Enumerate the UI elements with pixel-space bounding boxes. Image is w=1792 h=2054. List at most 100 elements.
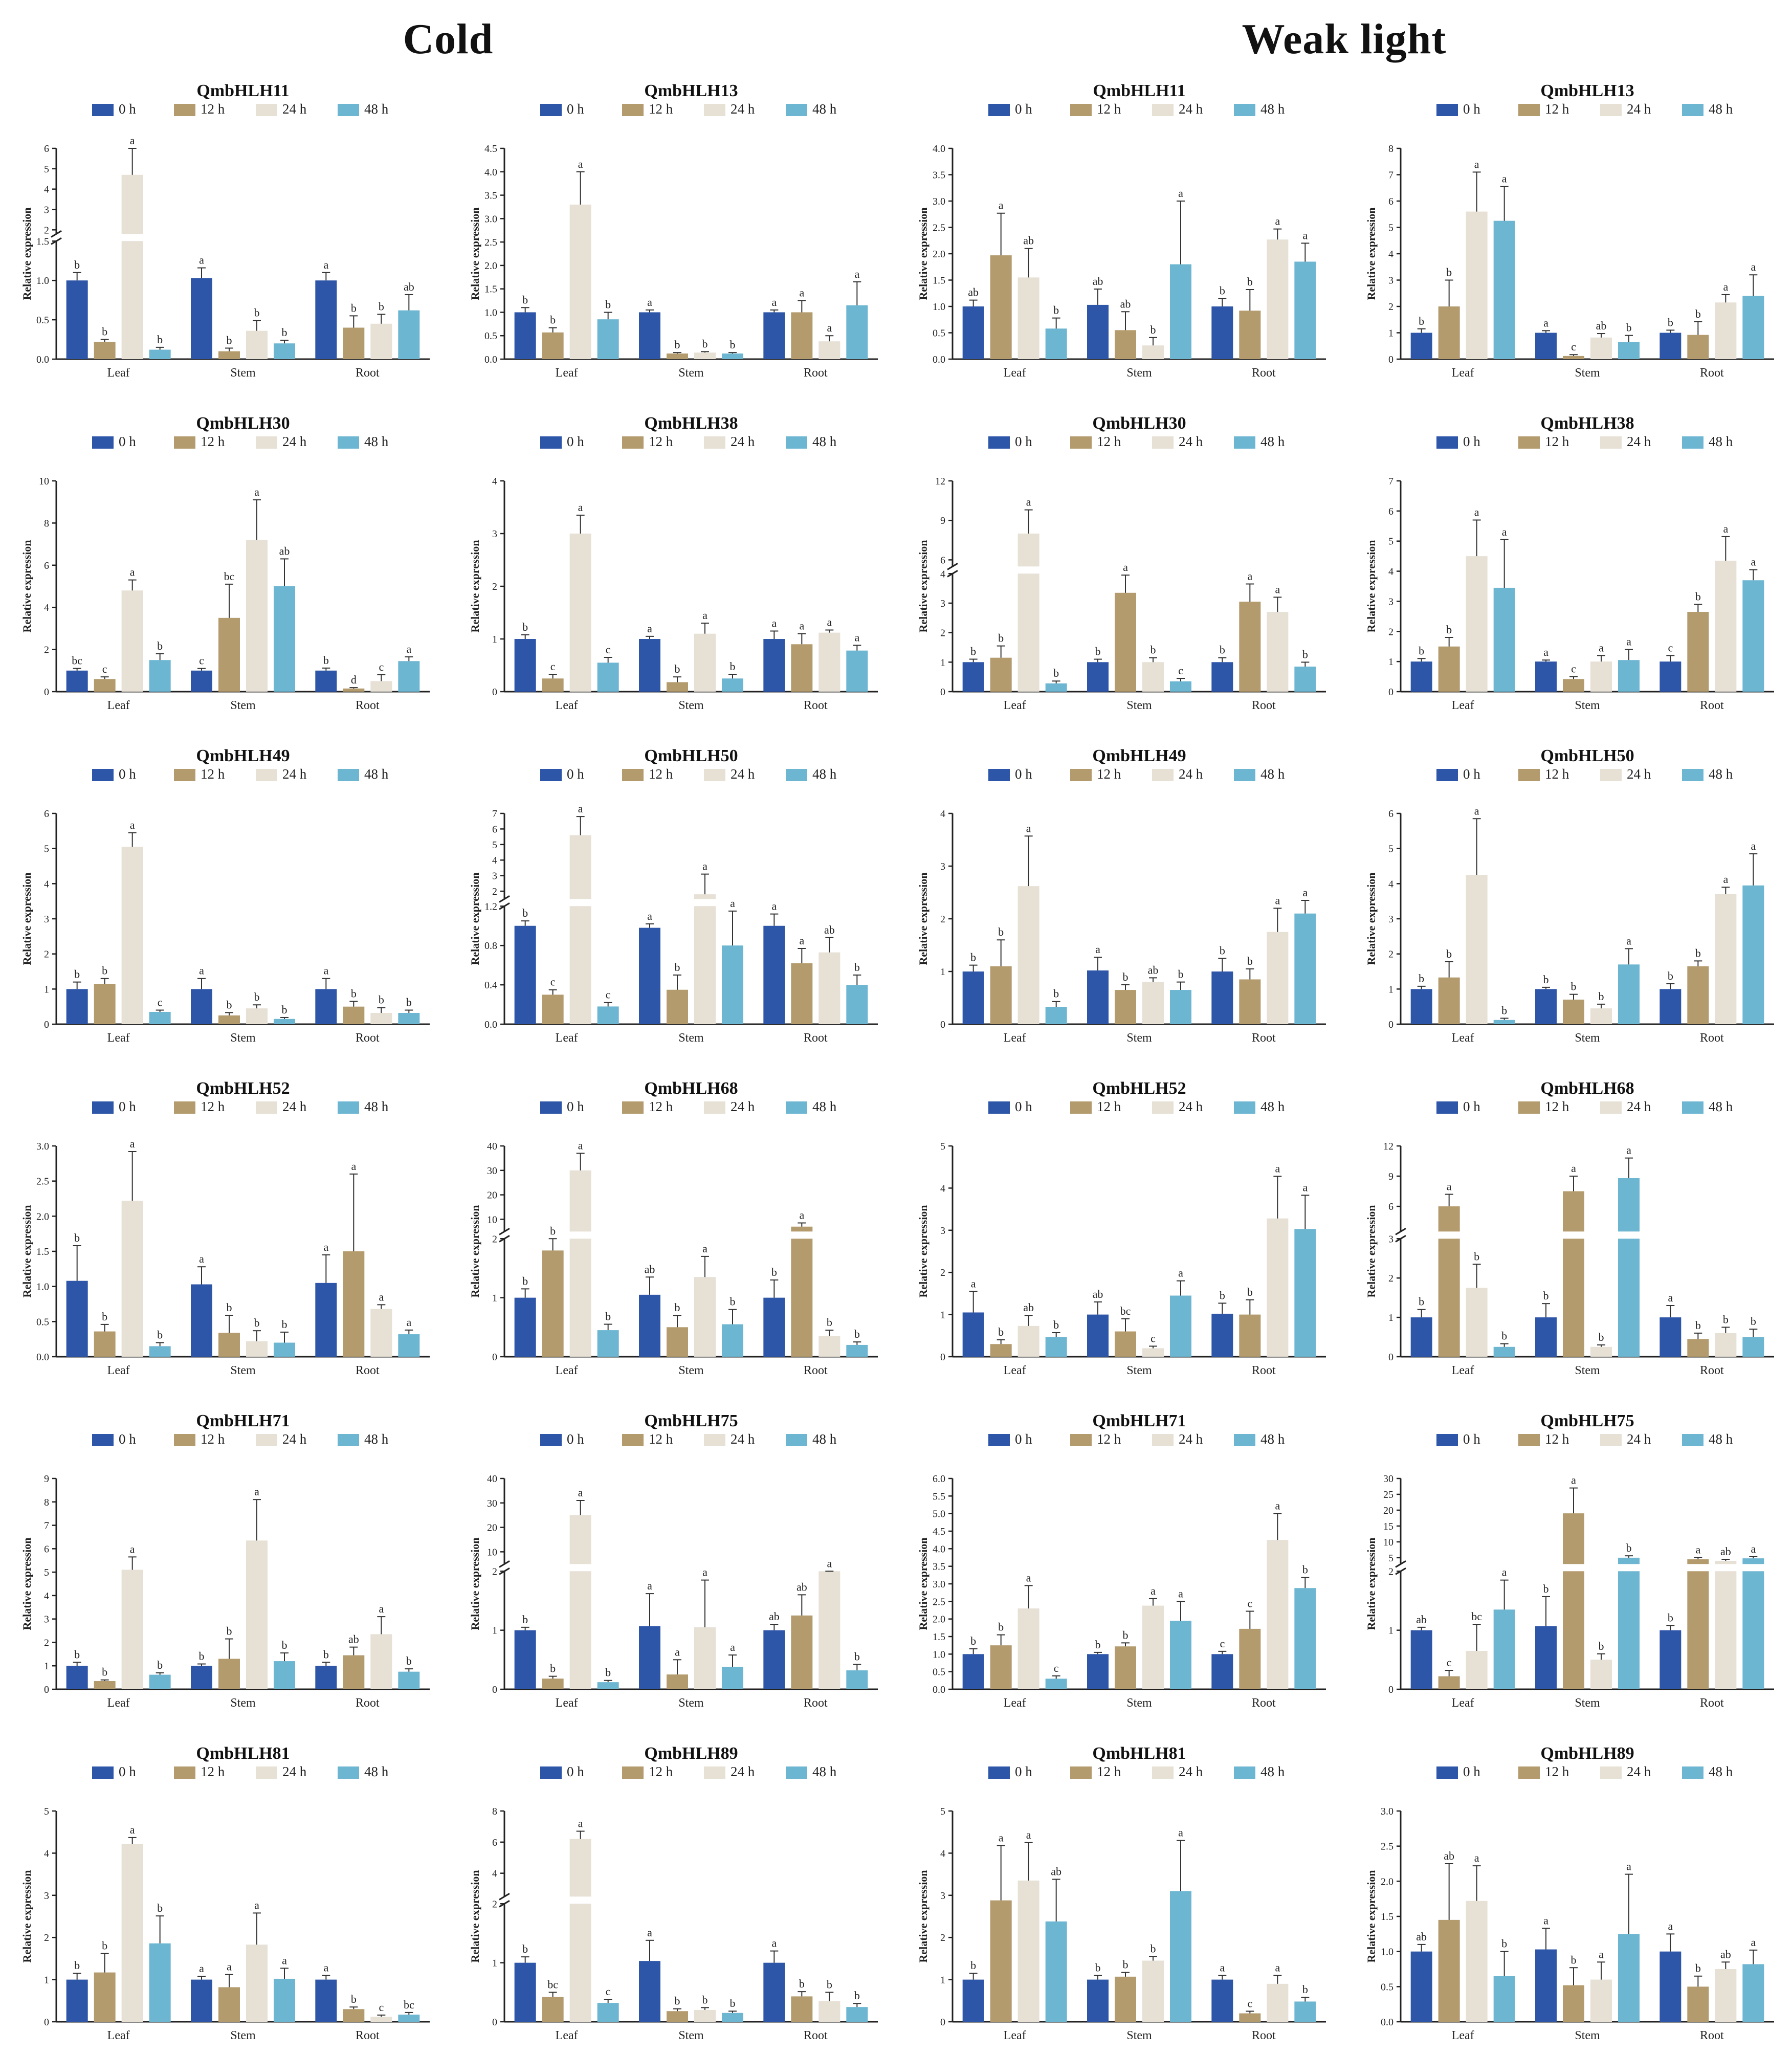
bar-stem-48h bbox=[722, 678, 743, 692]
legend-swatch-0 bbox=[540, 1766, 562, 1779]
bar-leaf-12h bbox=[1438, 1919, 1460, 2022]
y-axis-label: Relative expression bbox=[20, 1537, 33, 1630]
bar-stem-48h bbox=[1618, 964, 1640, 1024]
bar-root-0h bbox=[763, 925, 785, 1024]
y-tick-label: 0 bbox=[44, 1684, 49, 1695]
y-tick-label: 4.0 bbox=[933, 143, 945, 154]
significance-letter: b bbox=[1668, 969, 1673, 982]
bar-root-48h bbox=[1742, 1337, 1764, 1357]
chart-cold-qmbhlh52: QmbHLH52 0 h 12 h 24 h 48 h Relative expressi… bbox=[20, 1079, 430, 1377]
bar-root-48h bbox=[1294, 1588, 1316, 1689]
y-tick-label: 4 bbox=[940, 1183, 945, 1194]
significance-letter: ab bbox=[797, 1580, 807, 1593]
bar-stem-24h bbox=[694, 352, 716, 359]
x-tick-label-root: Root bbox=[804, 699, 828, 712]
x-tick-label-root: Root bbox=[356, 1364, 380, 1377]
significance-letter: a bbox=[999, 1831, 1004, 1844]
x-tick-label-leaf: Leaf bbox=[1004, 2029, 1026, 2042]
y-tick-label: 2 bbox=[940, 1267, 945, 1278]
significance-letter: a bbox=[1571, 1474, 1576, 1487]
bar-leaf-48h bbox=[149, 349, 171, 359]
y-tick-label: 1.0 bbox=[933, 301, 945, 313]
significance-letter: b bbox=[157, 639, 163, 652]
legend-swatch-2 bbox=[256, 1766, 277, 1779]
significance-letter: b bbox=[1695, 1319, 1701, 1332]
y-tick-label: 3 bbox=[44, 204, 49, 215]
bar-stem-48h bbox=[274, 1978, 295, 2022]
legend-swatch-2 bbox=[256, 436, 277, 449]
bar-leaf-24h bbox=[1017, 1880, 1039, 2022]
significance-letter: b bbox=[771, 1266, 777, 1278]
significance-letter: b bbox=[730, 338, 736, 351]
legend-swatch-2 bbox=[256, 104, 277, 116]
legend-label-2: 24 h bbox=[282, 434, 307, 449]
x-tick-label-leaf: Leaf bbox=[556, 1031, 578, 1045]
legend-swatch-0 bbox=[1436, 1434, 1458, 1446]
bar-stem-0h bbox=[1087, 970, 1109, 1024]
bar-stem-48h bbox=[1170, 1621, 1191, 1689]
legend-label-1: 12 h bbox=[649, 434, 673, 449]
y-tick-label: 0.5 bbox=[484, 330, 497, 342]
y-tick-label: 0.5 bbox=[1381, 1981, 1393, 1993]
chart-cold-qmbhlh11: QmbHLH11 0 h 12 h 24 h 48 h Relative expressi… bbox=[20, 81, 430, 380]
legend-swatch-0 bbox=[1436, 769, 1458, 781]
bar-leaf-0h bbox=[514, 1630, 536, 1689]
bar-stem-12h bbox=[1563, 1513, 1584, 1689]
y-tick-label: 0 bbox=[940, 687, 945, 698]
y-axis-label: Relative expression bbox=[20, 540, 33, 632]
bar-root-12h bbox=[1239, 311, 1261, 359]
y-tick-label: 1 bbox=[1388, 656, 1393, 668]
legend-label-2: 24 h bbox=[282, 1431, 307, 1447]
bar-stem-24h bbox=[694, 2009, 716, 2022]
chart-weak-light-qmbhlh75: QmbHLH75 0 h 12 h 24 h 48 h Relative expressi… bbox=[1365, 1411, 1774, 1710]
y-tick-label: 2.5 bbox=[484, 237, 497, 248]
legend-swatch-3 bbox=[1234, 769, 1255, 781]
bar-root-0h bbox=[1660, 1630, 1682, 1689]
y-tick-label: 0 bbox=[492, 687, 497, 698]
legend-label-2: 24 h bbox=[731, 434, 755, 449]
significance-letter: b bbox=[998, 925, 1004, 938]
bar-stem-24h bbox=[1142, 345, 1164, 359]
significance-letter: b bbox=[1571, 1953, 1577, 1966]
y-axis-label: Relative expression bbox=[917, 1870, 930, 1962]
bar-leaf-48h bbox=[1493, 1346, 1515, 1357]
bar-stem-12h bbox=[1115, 1331, 1136, 1357]
legend-label-1: 12 h bbox=[1545, 766, 1569, 782]
bar-root-0h bbox=[1660, 1951, 1682, 2022]
y-tick-label: 2 bbox=[44, 1637, 49, 1648]
significance-letter: a bbox=[1178, 1587, 1183, 1600]
bar-leaf-12h bbox=[94, 1681, 116, 1689]
bar-root-12h bbox=[1687, 1339, 1709, 1357]
significance-letter: b bbox=[1695, 1962, 1701, 1975]
bar-root-0h bbox=[1211, 1654, 1233, 1689]
y-tick-label: 7 bbox=[1388, 170, 1393, 181]
legend-label-1: 12 h bbox=[1097, 1764, 1121, 1779]
x-tick-label-root: Root bbox=[1252, 699, 1276, 712]
bar-stem-48h bbox=[274, 1661, 295, 1689]
bar-root-24h bbox=[818, 632, 840, 692]
significance-letter: a bbox=[130, 566, 135, 579]
legend-swatch-3 bbox=[1234, 436, 1255, 449]
x-tick-label-root: Root bbox=[1252, 1696, 1276, 1710]
y-tick-label: 15 bbox=[1383, 1521, 1393, 1532]
y-axis-label: Relative expression bbox=[1365, 1870, 1378, 1962]
significance-letter: a bbox=[702, 609, 707, 622]
significance-letter: c bbox=[606, 988, 611, 1001]
significance-letter: a bbox=[578, 501, 583, 514]
legend-label-0: 0 h bbox=[567, 1099, 584, 1114]
bar-root-48h bbox=[398, 1334, 420, 1357]
bar-root-12h bbox=[1239, 1628, 1261, 1689]
bar-root-48h bbox=[846, 2007, 868, 2022]
significance-letter: b bbox=[351, 1993, 357, 2005]
significance-letter: a bbox=[1026, 496, 1031, 509]
legend-label-1: 12 h bbox=[201, 434, 225, 449]
x-tick-label-leaf: Leaf bbox=[556, 1364, 578, 1377]
legend-swatch-1 bbox=[1518, 1766, 1540, 1779]
legend-swatch-0 bbox=[92, 104, 114, 116]
significance-letter: b bbox=[799, 1977, 805, 1990]
legend-label-3: 48 h bbox=[1709, 434, 1733, 449]
significance-letter: a bbox=[730, 897, 735, 910]
significance-letter: c bbox=[102, 662, 107, 675]
significance-letter: b bbox=[227, 1625, 232, 1638]
legend-swatch-3 bbox=[1234, 1434, 1255, 1446]
